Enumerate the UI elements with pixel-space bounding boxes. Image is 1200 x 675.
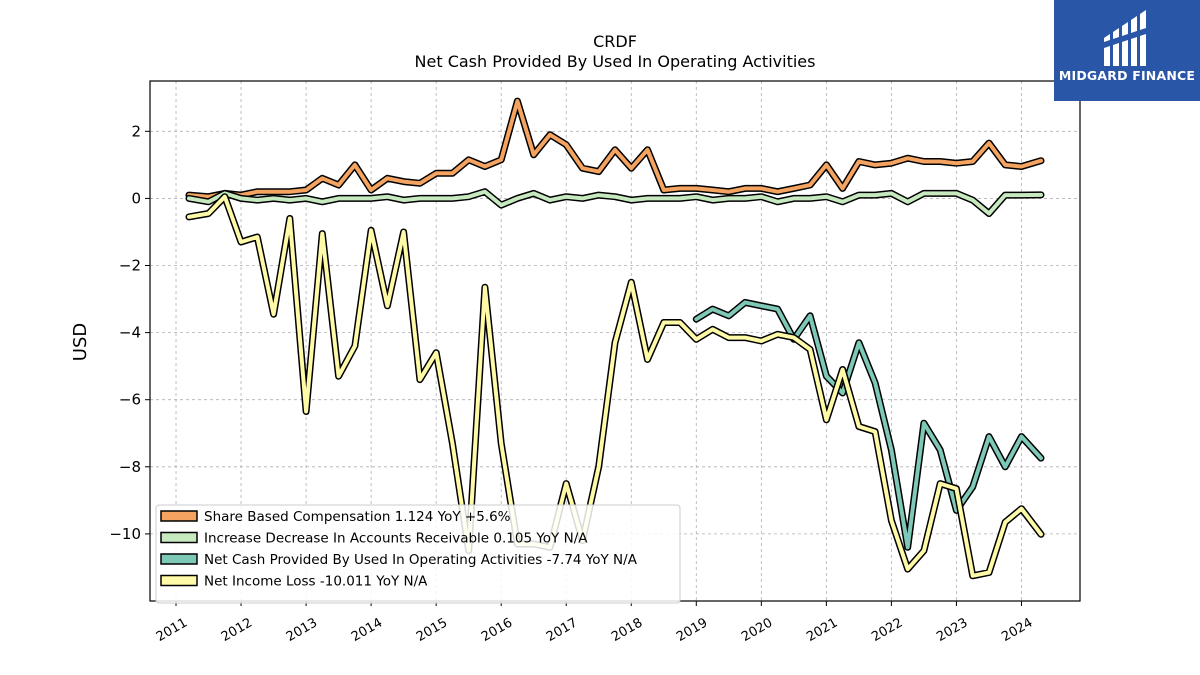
- y-tick-label: −4: [119, 324, 141, 342]
- series-line: [187, 99, 1043, 199]
- legend-swatch: [160, 553, 198, 565]
- legend-swatch: [160, 531, 198, 544]
- legend-swatch: [160, 574, 198, 587]
- series-3: [185, 193, 1045, 580]
- x-tick-label: 2016: [479, 615, 515, 645]
- x-tick-label: 2024: [999, 615, 1035, 645]
- x-tick-label: 2011: [154, 615, 190, 645]
- brand-logo: MIDGARD FINANCE: [1054, 0, 1200, 101]
- x-tick-label: 2022: [869, 615, 905, 645]
- y-axis-label: USD: [70, 323, 91, 361]
- x-tick-label: 2015: [414, 615, 450, 645]
- legend-label: Increase Decrease In Accounts Receivable…: [204, 531, 588, 547]
- y-tick-label: 0: [131, 189, 141, 207]
- legend: Share Based Compensation 1.124 YoY +5.6%…: [155, 504, 681, 604]
- midgard-logo-icon: [1104, 10, 1146, 66]
- legend-swatch: [160, 510, 198, 522]
- brand-name: MIDGARD FINANCE: [1058, 68, 1196, 83]
- y-tick-label: −10: [109, 525, 141, 543]
- x-tick-label: 2020: [739, 615, 775, 645]
- y-tick-label: 2: [131, 122, 141, 140]
- x-axis: 2011 2012 2013 2014 2015 2016 2017 2018 2019 2020…: [154, 601, 1035, 645]
- series-2: [692, 298, 1045, 551]
- legend-label: Net Cash Provided By Used In Operating A…: [204, 552, 638, 568]
- series-0: [185, 97, 1045, 201]
- series-line: [694, 300, 1043, 550]
- x-tick-label: 2019: [674, 615, 710, 645]
- series-line: [187, 189, 1043, 216]
- chart-subtitle: Net Cash Provided By Used In Operating A…: [415, 52, 816, 71]
- series-1: [185, 188, 1045, 217]
- x-tick-label: 2021: [804, 615, 840, 645]
- x-tick-label: 2012: [219, 615, 255, 645]
- x-tick-label: 2014: [349, 615, 385, 645]
- y-tick-label: −6: [119, 391, 141, 409]
- chart-title: CRDF: [593, 32, 637, 51]
- x-tick-label: 2018: [609, 615, 645, 645]
- legend-label: Share Based Compensation 1.124 YoY +5.6%: [204, 509, 511, 525]
- x-tick-label: 2013: [284, 615, 320, 645]
- x-tick-label: 2017: [544, 615, 580, 645]
- legend-label: Net Income Loss -10.011 YoY N/A: [204, 574, 428, 590]
- y-axis: 2 0 −2 −4 −6 −8 −10: [109, 122, 150, 543]
- legend-box: [155, 504, 681, 604]
- series-line: [187, 194, 1043, 578]
- x-tick-label: 2023: [934, 615, 970, 645]
- series-layer: [185, 97, 1045, 580]
- y-tick-label: −8: [119, 458, 141, 476]
- y-tick-label: −2: [119, 257, 141, 275]
